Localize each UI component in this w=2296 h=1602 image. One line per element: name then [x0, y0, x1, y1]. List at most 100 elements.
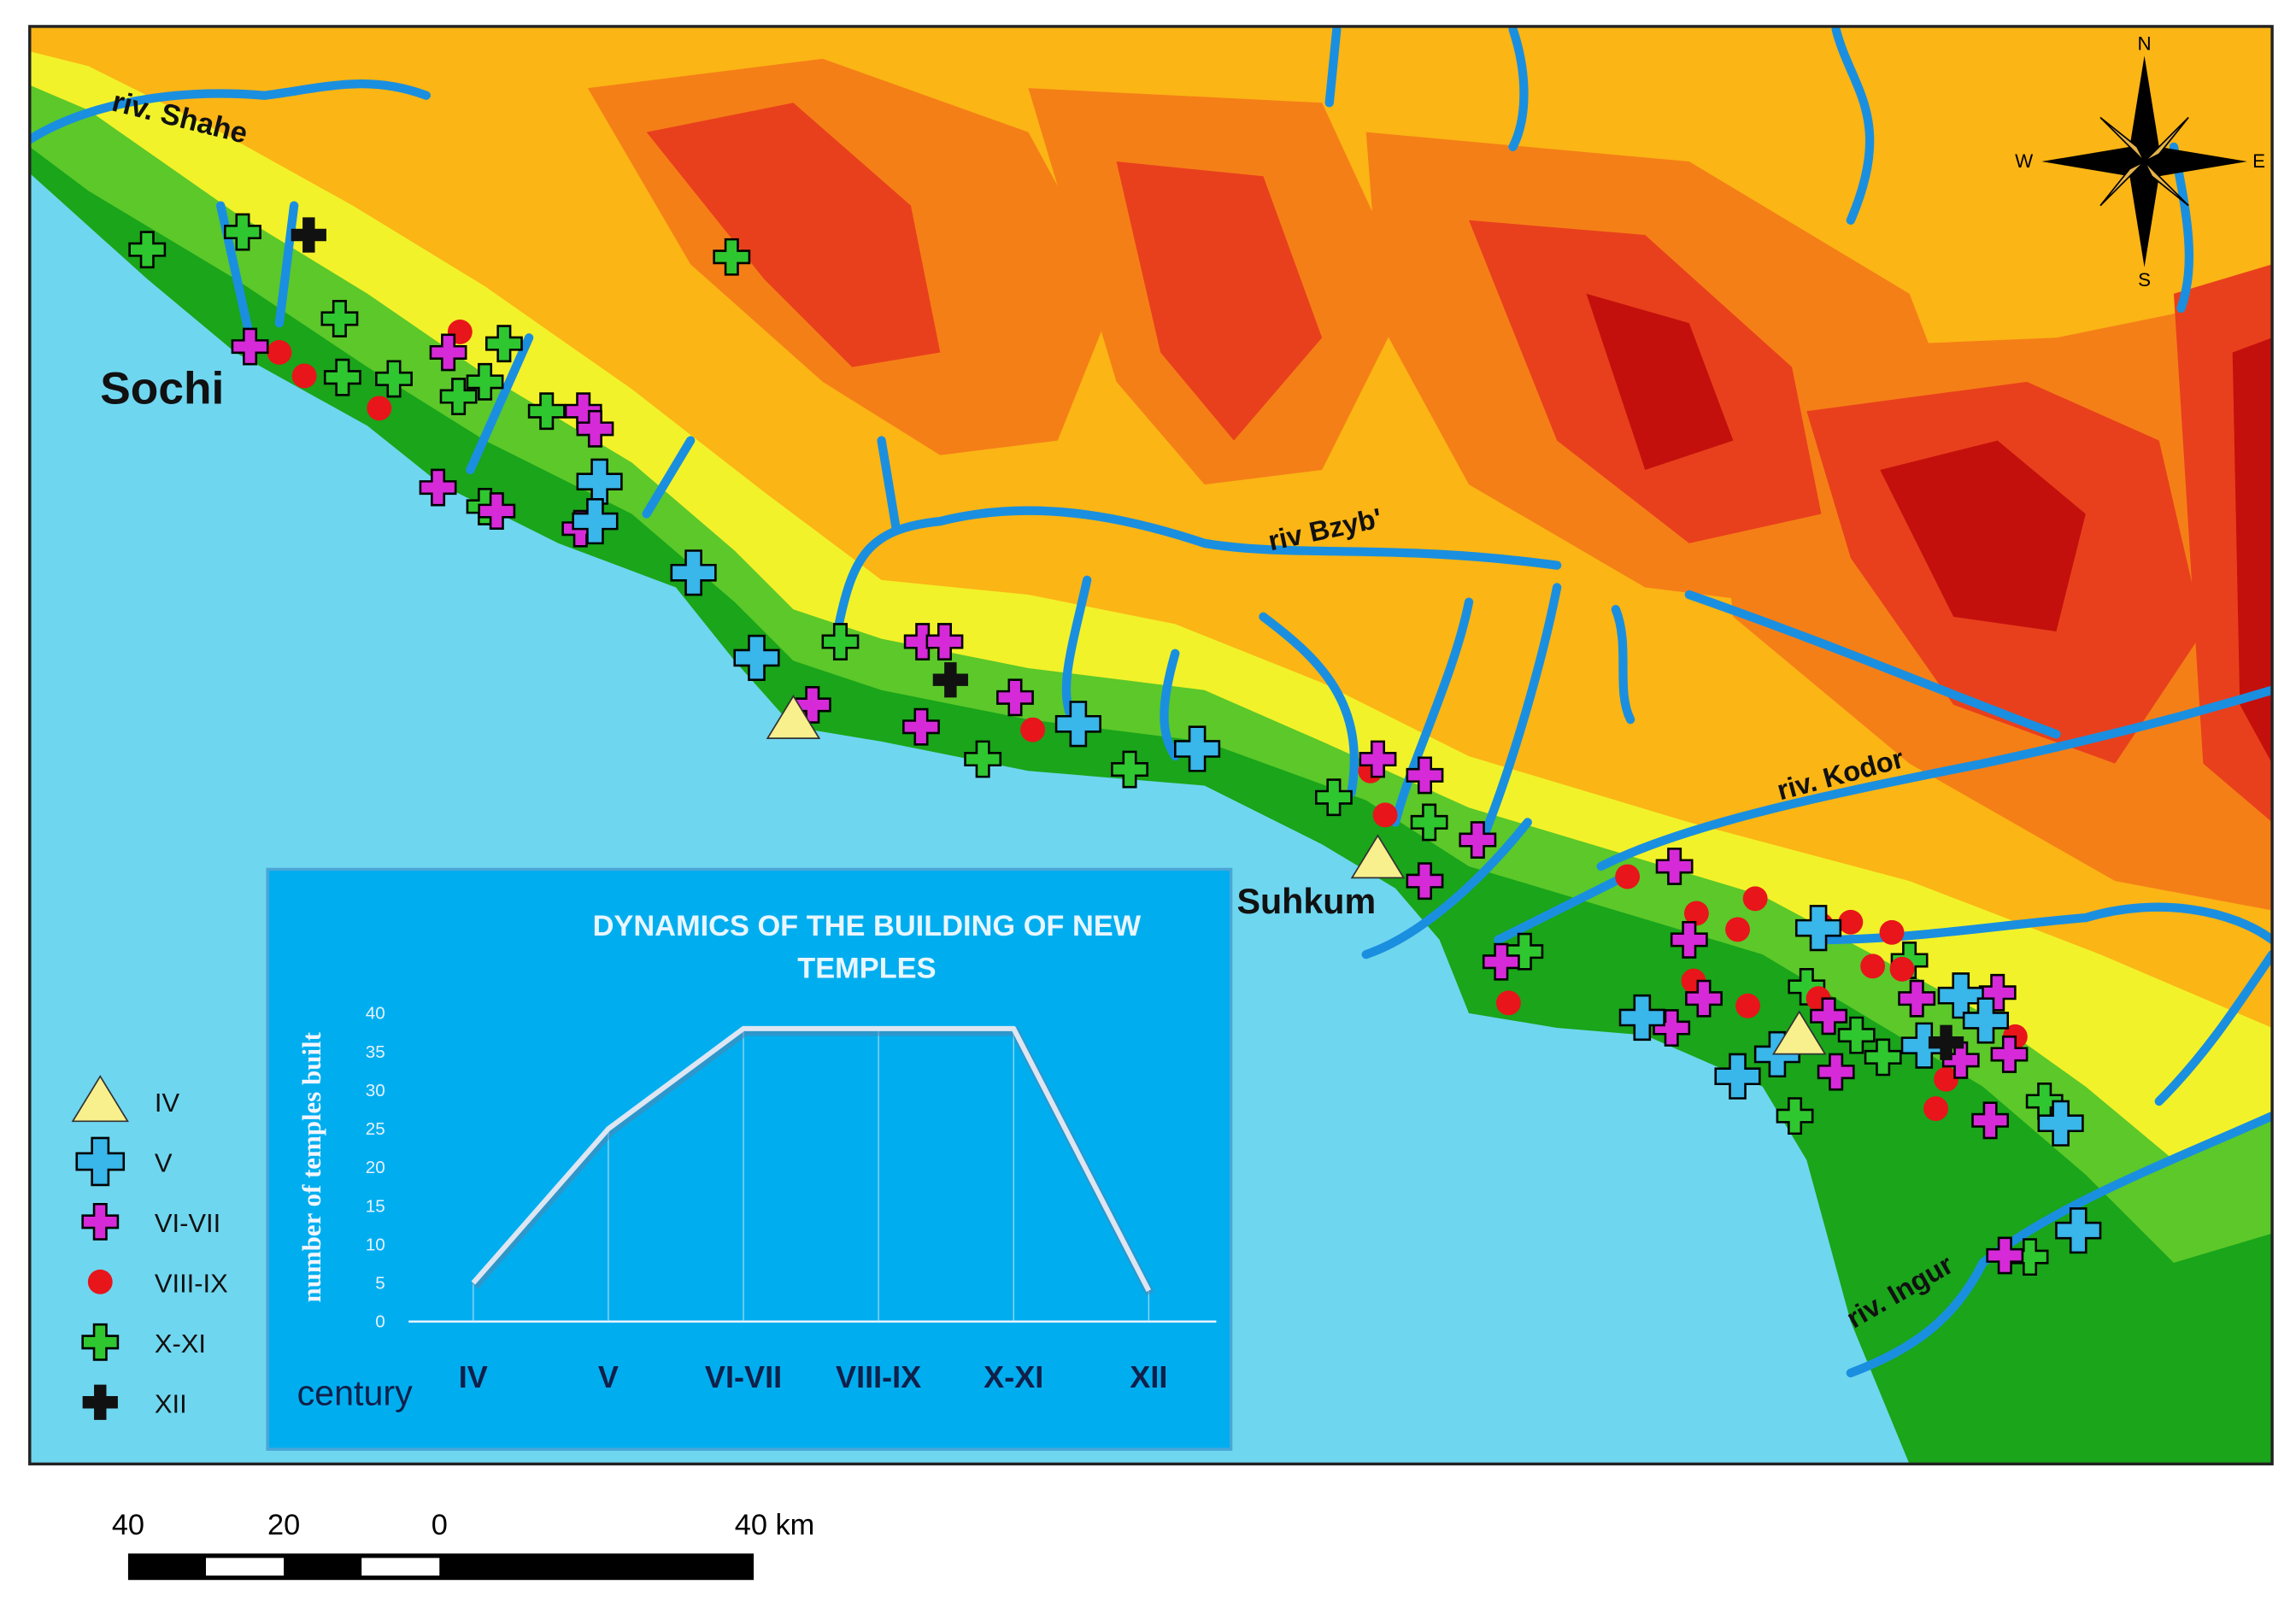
summit-zone — [1880, 440, 2086, 632]
cross-marker — [1459, 821, 1497, 859]
compass-letter: N — [2138, 32, 2152, 54]
cross-marker — [1898, 979, 1936, 1018]
cross-marker — [1314, 778, 1353, 817]
scale-bar-segment — [361, 1558, 440, 1576]
cross-marker — [2037, 1100, 2084, 1147]
circle-marker — [267, 340, 292, 365]
y-tick-label: 15 — [366, 1196, 385, 1216]
compass-letter: S — [2138, 269, 2151, 290]
scale-label: 20 — [267, 1509, 300, 1541]
y-axis-label: number of temples built — [297, 1031, 326, 1302]
cross-marker — [439, 378, 478, 415]
cross-marker — [821, 623, 860, 660]
legend-label: IV — [155, 1088, 180, 1118]
river — [877, 436, 901, 533]
river — [642, 436, 696, 519]
cross-marker — [1111, 750, 1148, 789]
cross-marker — [1406, 862, 1444, 901]
compass-rose: N S W E — [2015, 32, 2265, 290]
circle-marker — [1934, 1066, 1958, 1092]
city-label: Sochi — [100, 364, 224, 414]
circle-marker — [1879, 919, 1905, 945]
chart-title: DYNAMICS OF THE BUILDING OF NEW TEMPLES — [592, 910, 1142, 986]
river — [1324, 26, 1342, 108]
river — [1390, 597, 1474, 827]
compass-point — [2143, 161, 2189, 207]
cross-marker — [902, 707, 940, 746]
cross-marker — [1655, 848, 1694, 885]
compass-point — [2129, 161, 2159, 267]
cross-marker — [1971, 1101, 2010, 1140]
cross-marker — [1962, 997, 2010, 1044]
cross-marker — [1794, 905, 1842, 952]
map-frame — [28, 25, 2274, 1466]
compass-letter: W — [2015, 150, 2033, 172]
cross-marker — [291, 217, 326, 253]
cross-marker — [1174, 725, 1221, 772]
cross-marker — [1817, 1053, 1855, 1091]
cross-marker — [576, 458, 623, 505]
cross-marker — [320, 300, 359, 337]
circle-marker — [367, 396, 392, 421]
river — [29, 79, 431, 144]
cross-marker — [429, 333, 467, 372]
cross-marker — [1837, 1016, 1876, 1054]
cross-marker — [128, 231, 167, 269]
cross-marker — [1928, 1024, 1964, 1060]
cross-marker — [1670, 920, 1708, 959]
scale-label: 0 — [432, 1509, 448, 1541]
cross-marker — [231, 327, 269, 366]
river — [1361, 818, 1621, 959]
circle-marker — [1372, 802, 1398, 828]
compass-point — [2144, 146, 2247, 177]
cross-marker — [996, 678, 1034, 717]
cross-marker — [964, 740, 1002, 778]
legend-label: VI-VII — [155, 1208, 220, 1238]
river — [1061, 575, 1092, 725]
circle-marker — [1742, 886, 1768, 912]
scale-label: 40 km — [735, 1509, 815, 1541]
circle-marker — [1495, 990, 1521, 1016]
cross-marker — [1618, 994, 1665, 1042]
cross-marker — [1978, 973, 2017, 1012]
river — [1684, 590, 2061, 739]
compass-point — [2041, 146, 2145, 177]
map-area — [29, 26, 2273, 1464]
inset-chart: DYNAMICS OF THE BUILDING OF NEW TEMPLES … — [266, 867, 1233, 1451]
river — [466, 333, 534, 475]
river — [832, 506, 1562, 637]
river — [1160, 648, 1180, 761]
cross-marker — [1359, 740, 1397, 778]
compass-point — [2143, 116, 2189, 162]
circle-marker — [87, 1269, 113, 1294]
cross-marker — [1986, 1236, 2024, 1275]
y-tick-label: 40 — [366, 1004, 385, 1024]
triangle-marker — [1350, 834, 1406, 879]
x-tick-label: VIII-IX — [836, 1359, 921, 1394]
cross-marker — [75, 1136, 126, 1187]
river — [1259, 612, 1359, 798]
cross-marker — [932, 662, 968, 698]
chart-title-box: DYNAMICS OF THE BUILDING OF NEW TEMPLES — [592, 910, 1142, 986]
peak-zone — [646, 103, 941, 367]
terrain-summits — [1586, 293, 2273, 764]
river — [1596, 685, 2273, 871]
legend: IV V VI-VII VIII-IX X-XI XII — [71, 1075, 228, 1420]
river — [1508, 26, 1529, 152]
scale-label: 40 — [112, 1509, 144, 1541]
cross-marker — [81, 1202, 120, 1241]
cross-marker — [1776, 1097, 1814, 1135]
cross-marker — [323, 358, 361, 396]
cross-marker — [419, 468, 457, 507]
cross-marker — [1054, 701, 1101, 748]
summit-zone — [2232, 337, 2273, 764]
compass-letter: E — [2252, 150, 2265, 172]
cross-marker — [713, 238, 751, 276]
cross-marker — [925, 623, 964, 660]
city-label: Suhkum — [1236, 882, 1376, 921]
x-axis-label: century — [297, 1374, 414, 1413]
circle-marker — [1725, 917, 1750, 942]
river — [1831, 26, 1875, 225]
river — [1611, 605, 1635, 725]
